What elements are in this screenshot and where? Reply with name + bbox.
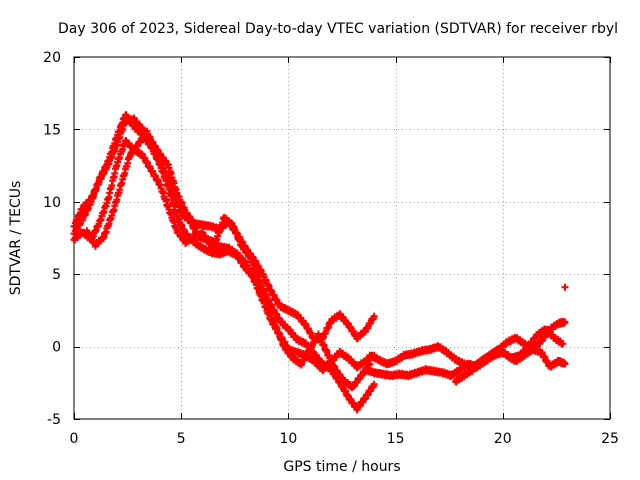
- y-tick-label: 10: [43, 195, 61, 211]
- series-track-4: [83, 127, 374, 391]
- chart-title: Day 306 of 2023, Sidereal Day-to-day VTE…: [58, 21, 618, 37]
- data-point: [561, 360, 569, 368]
- x-tick-label: 0: [70, 431, 79, 447]
- series-track-7: [452, 345, 569, 386]
- x-tick-label: 10: [279, 431, 297, 447]
- data-points: [70, 111, 569, 414]
- data-point: [366, 360, 374, 368]
- series-track-1: [70, 114, 378, 344]
- axis-ticks: 0 5 10 15 20 25 -5 0 5 10 15 20: [43, 50, 619, 447]
- y-tick-label: 20: [43, 50, 61, 66]
- y-tick-label: 5: [52, 267, 61, 283]
- grid: [74, 57, 610, 419]
- series-outlier: [561, 283, 569, 291]
- data-point: [561, 283, 569, 291]
- data-point: [370, 312, 378, 320]
- y-tick-label: 15: [43, 122, 61, 138]
- plot-frame: [73, 56, 611, 420]
- data-point: [561, 318, 569, 326]
- data-point: [370, 380, 378, 388]
- x-tick-label: 25: [601, 431, 619, 447]
- y-axis-label: SDTVAR / TECUs: [8, 181, 24, 296]
- data-point: [559, 340, 567, 348]
- x-axis-label: GPS time / hours: [283, 459, 400, 475]
- y-tick-label: 0: [52, 340, 61, 356]
- x-tick-label: 20: [494, 431, 512, 447]
- x-tick-label: 5: [177, 431, 186, 447]
- x-tick-label: 15: [387, 431, 405, 447]
- y-tick-label: -5: [47, 412, 61, 428]
